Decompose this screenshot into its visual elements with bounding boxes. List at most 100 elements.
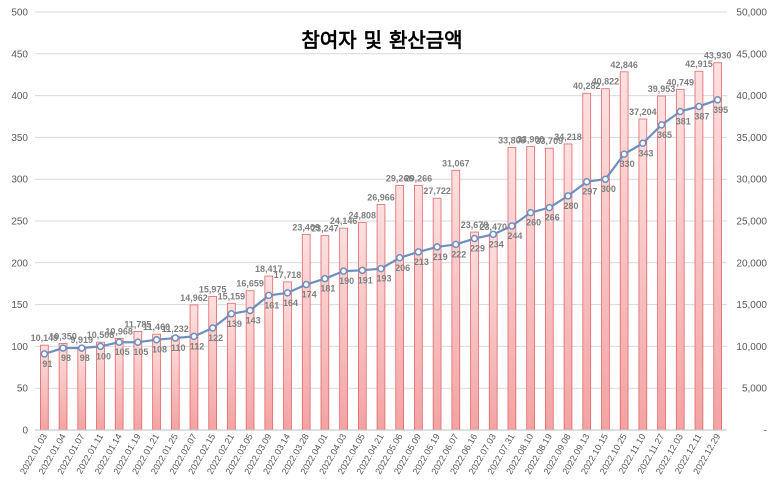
bar xyxy=(544,147,554,431)
line-point xyxy=(377,264,385,273)
bar-value-label: 11,460 xyxy=(143,322,170,332)
line-value-label: 105 xyxy=(133,347,148,357)
line-value-label: 181 xyxy=(320,284,335,294)
bar xyxy=(694,70,704,431)
right-tick-label: 40,000 xyxy=(736,91,767,102)
x-axis: 2022.01.032022.01.042022.01.072022.01.11… xyxy=(18,429,727,476)
line-value-label: 280 xyxy=(564,201,579,211)
right-tick-label: 15,000 xyxy=(736,300,767,311)
right-tick-label: 25,000 xyxy=(736,217,767,228)
right-tick-label: - xyxy=(764,426,767,437)
line-value-label: 244 xyxy=(507,231,522,241)
bar xyxy=(432,197,442,431)
bar-value-label: 40,822 xyxy=(592,77,620,87)
line-value-label: 143 xyxy=(246,315,261,325)
left-tick-label: 0 xyxy=(22,426,28,437)
bar-value-label: 23,409 xyxy=(292,222,320,232)
line-value-label: 266 xyxy=(545,213,560,223)
bar-value-label: 11,232 xyxy=(162,324,189,334)
bar-value-label: 17,718 xyxy=(274,270,302,280)
bar-value-label: 40,282 xyxy=(573,81,601,91)
line-point xyxy=(59,344,67,352)
line-point xyxy=(489,230,497,239)
bar xyxy=(582,92,592,431)
bar-value-label: 31,067 xyxy=(442,158,470,168)
bar xyxy=(601,88,610,431)
bar-value-label: 16,659 xyxy=(236,279,264,289)
bar-value-label: 37,204 xyxy=(629,107,657,117)
line-value-label: 300 xyxy=(601,184,616,194)
bar xyxy=(619,71,629,431)
line-value-label: 161 xyxy=(264,300,279,310)
left-tick-label: 300 xyxy=(11,175,28,186)
line-series xyxy=(40,96,722,358)
line-value-label: 343 xyxy=(638,148,653,158)
line-point xyxy=(321,274,329,283)
bar xyxy=(376,204,386,431)
bar-value-label: 15,159 xyxy=(218,291,246,301)
bar-value-label: 33,709 xyxy=(536,136,564,146)
chart-title: 참여자 및 환산금액 xyxy=(301,28,462,52)
line-value-label: 387 xyxy=(694,111,709,121)
bar xyxy=(470,231,479,431)
line-point xyxy=(470,234,479,243)
line-value-label: 190 xyxy=(339,276,354,286)
line-value-label: 174 xyxy=(302,290,317,300)
line-value-label: 122 xyxy=(208,333,223,343)
right-tick-label: 45,000 xyxy=(736,49,767,60)
line-value-label: 164 xyxy=(283,298,298,308)
right-tick-label: 50,000 xyxy=(736,8,767,19)
line-point xyxy=(358,266,367,275)
line-point xyxy=(582,177,591,186)
line-value-label: 395 xyxy=(713,105,728,115)
line-value-label: 193 xyxy=(376,274,391,284)
left-tick-label: 200 xyxy=(11,258,28,269)
bar-series xyxy=(40,62,722,431)
bar xyxy=(507,146,517,431)
bar-value-label: 14,962 xyxy=(180,293,208,303)
line-value-label: 219 xyxy=(433,252,448,262)
bar xyxy=(657,95,666,431)
line-point xyxy=(96,342,105,351)
bar xyxy=(320,235,330,431)
line-value-label: 297 xyxy=(582,187,597,197)
bar xyxy=(189,304,199,431)
line-point xyxy=(246,306,254,315)
line-point xyxy=(620,150,628,158)
bar xyxy=(357,222,367,431)
bar-value-label: 24,146 xyxy=(330,216,358,226)
line-point xyxy=(676,107,684,116)
right-tick-label: 10,000 xyxy=(736,342,767,353)
bar xyxy=(40,344,49,431)
line-value-label: 213 xyxy=(414,257,429,267)
bar-value-label: 24,808 xyxy=(349,211,377,221)
line-value-label: 91 xyxy=(42,359,52,369)
bar-value-label: 23,247 xyxy=(311,224,339,234)
line-value-label: 98 xyxy=(61,353,71,363)
line-point xyxy=(695,102,703,111)
line-value-label: 191 xyxy=(358,275,373,285)
left-axis: 0 50 100 150 200 250 300 350 400 450 500 xyxy=(11,8,28,437)
left-tick-label: 500 xyxy=(11,8,28,19)
left-tick-label: 400 xyxy=(11,91,28,102)
bar-value-label: 39,953 xyxy=(648,84,676,94)
bar xyxy=(675,88,685,431)
bar xyxy=(414,184,423,431)
bar-value-label: 10,350 xyxy=(49,331,77,341)
bar-value-label: 23,470 xyxy=(479,222,507,232)
bar-value-label: 42,915 xyxy=(685,59,713,69)
line-point xyxy=(40,350,49,358)
line-value-label: 98 xyxy=(80,353,90,363)
line-value-label: 365 xyxy=(657,130,672,140)
line-point xyxy=(227,310,236,318)
bar-value-label: 15,975 xyxy=(199,284,227,294)
line-value-label: 206 xyxy=(395,263,410,273)
line-point xyxy=(601,175,610,183)
line-point xyxy=(414,248,423,256)
bar-value-label: 26,966 xyxy=(367,193,395,203)
bar-value-label: 10,149 xyxy=(31,333,59,343)
left-tick-label: 150 xyxy=(11,300,28,311)
bar-value-label: 42,846 xyxy=(610,60,638,70)
left-tick-label: 100 xyxy=(11,342,28,353)
line-value-label: 229 xyxy=(470,244,485,254)
